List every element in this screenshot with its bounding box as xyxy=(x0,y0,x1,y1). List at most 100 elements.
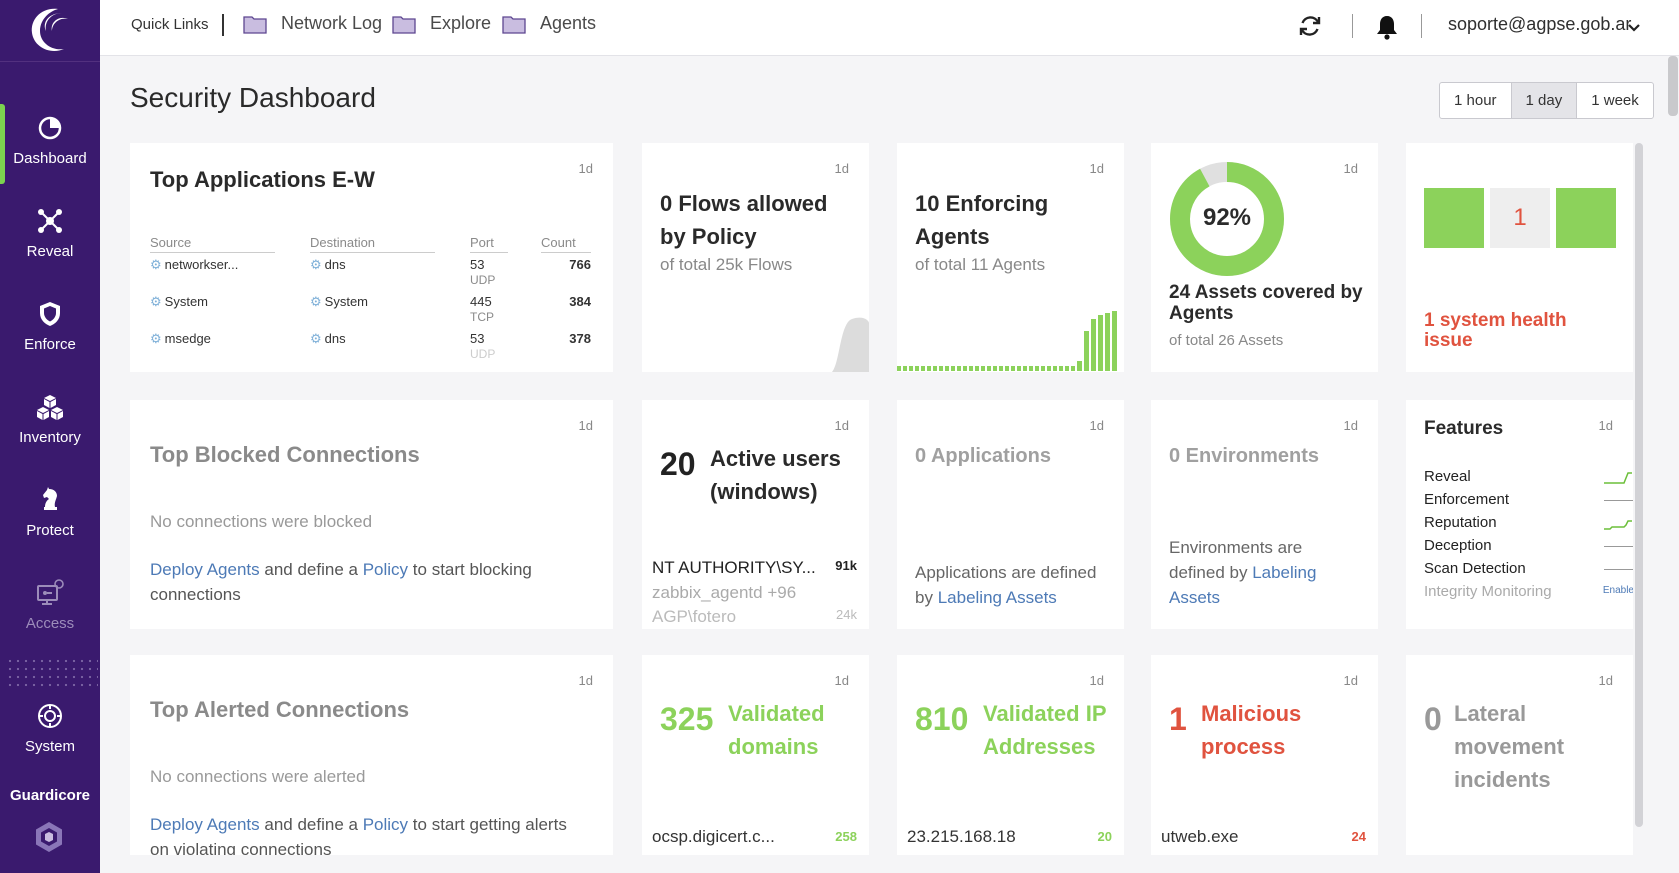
top-blocked-connections-card[interactable]: 1d Top Blocked Connections No connection… xyxy=(130,400,613,629)
deploy-agents-link[interactable]: Deploy Agents xyxy=(150,815,260,834)
source-cell: networkser... xyxy=(164,257,239,272)
top-alerted-connections-card[interactable]: 1d Top Alerted Connections No connection… xyxy=(130,655,613,855)
protocol-cell: UDP xyxy=(470,273,496,287)
card-title: Top Blocked Connections xyxy=(150,442,420,467)
validated-ips-card[interactable]: 1d 810 Validated IP Addresses 23.215.168… xyxy=(897,655,1124,855)
flows-allowed-card[interactable]: 1d 0 Flows allowed by Policy of total 25… xyxy=(642,143,869,372)
time-tag: 1d xyxy=(1598,418,1613,433)
table-row[interactable]: ⚙ System ⚙ System 445 TCP 384 xyxy=(150,290,591,327)
sidebar-item-label: System xyxy=(24,737,75,755)
sparkline-dot xyxy=(951,366,955,371)
destination-cell: System xyxy=(324,293,368,309)
labeling-assets-link[interactable]: Labeling Assets xyxy=(1169,563,1317,607)
sidebar-item-dashboard[interactable]: Dashboard xyxy=(0,100,100,184)
list-item[interactable]: NT AUTHORITY\SY... 91k xyxy=(652,558,857,578)
features-card[interactable]: 1d Features Reveal Enforcement Reputatio… xyxy=(1406,400,1633,629)
list-item[interactable]: ocsp.digicert.c... 258 xyxy=(652,827,857,847)
feature-reveal[interactable]: Reveal xyxy=(1424,468,1633,485)
dashboard-scrollbar[interactable] xyxy=(1635,143,1643,827)
trend-flat-icon xyxy=(1604,569,1633,570)
enable-link[interactable]: Enable xyxy=(1602,585,1633,596)
list-item[interactable]: 23.215.168.18 20 xyxy=(907,827,1112,847)
folder-icon xyxy=(392,15,416,34)
system-health-card[interactable]: 1 1 system health issue xyxy=(1406,143,1633,372)
range-1-week[interactable]: 1 week xyxy=(1591,92,1639,109)
app-logo[interactable] xyxy=(0,0,100,62)
sidebar-item-label: Access xyxy=(25,614,75,632)
table-row[interactable]: ⚙ msedge ⚙ dns 53 UDP 378 xyxy=(150,327,591,364)
page-scrollbar[interactable] xyxy=(1668,56,1678,116)
gear-icon: ⚙ xyxy=(310,330,322,346)
sparkline-dot xyxy=(939,366,943,371)
sidebar-item-system[interactable]: System xyxy=(0,688,100,768)
card-title: 0 Flows allowed by Policy xyxy=(660,191,828,249)
sidebar-item-enforce[interactable]: Enforce xyxy=(0,286,100,366)
quick-link-agents[interactable]: Agents xyxy=(502,13,596,34)
feature-deception[interactable]: Deception xyxy=(1424,537,1633,554)
range-1-hour[interactable]: 1 hour xyxy=(1440,83,1512,118)
column-header-port: Port xyxy=(470,235,508,253)
card-title: Validated domains xyxy=(728,701,825,759)
sparkline-dot xyxy=(915,366,919,371)
list-item[interactable]: utweb.exe 24 xyxy=(1161,827,1366,847)
count-cell: 766 xyxy=(569,257,591,272)
hint-text: to start blocking connections xyxy=(150,560,532,604)
feature-integrity-monitoring[interactable]: Integrity Monitoring Enable xyxy=(1424,583,1633,600)
column-header-source: Source xyxy=(150,235,275,253)
validated-domains-card[interactable]: 1d 325 Validated domains ocsp.digicert.c… xyxy=(642,655,869,855)
deploy-hint: Deploy Agents and define a Policy to sta… xyxy=(150,557,570,607)
pie-chart-icon xyxy=(38,116,62,139)
sidebar-item-protect[interactable]: Protect xyxy=(0,472,100,552)
card-title: Top Applications E-W xyxy=(150,167,375,192)
sidebar-item-inventory[interactable]: Inventory xyxy=(0,379,100,459)
sidebar-item-access[interactable]: Access xyxy=(0,565,100,645)
sidebar-item-label: Enforce xyxy=(24,335,76,353)
time-tag: 1d xyxy=(1343,418,1358,433)
sparkline-dot xyxy=(1041,366,1045,371)
list-item[interactable]: AGP\fotero 24k xyxy=(652,607,857,627)
sparkline-bar xyxy=(1105,313,1110,371)
sparkline-dot xyxy=(1071,366,1075,371)
feature-enforcement[interactable]: Enforcement xyxy=(1424,491,1633,508)
feature-reputation[interactable]: Reputation xyxy=(1424,514,1633,531)
range-1-day[interactable]: 1 day xyxy=(1511,83,1578,118)
active-users-card[interactable]: 1d 20 Active users (windows) NT AUTHORIT… xyxy=(642,400,869,629)
sparkline-bar xyxy=(1084,331,1089,371)
top-applications-card[interactable]: 1d Top Applications E-W Source Destinati… xyxy=(130,143,613,372)
quick-link-network-log[interactable]: Network Log xyxy=(243,13,382,34)
time-tag: 1d xyxy=(578,418,593,433)
sparkline-dot xyxy=(897,366,901,371)
card-title: 10 Enforcing Agents xyxy=(915,191,1049,249)
health-issue-text[interactable]: 1 system health issue xyxy=(1424,310,1567,351)
port-cell: 445 xyxy=(470,293,492,309)
labeling-assets-link[interactable]: Labeling Assets xyxy=(937,588,1057,607)
sidebar-item-reveal[interactable]: Reveal xyxy=(0,193,100,273)
hint-text: Environments are defined by xyxy=(1169,538,1303,582)
assets-coverage-card[interactable]: 1d 92% 24 Assets covered by Agents of to… xyxy=(1151,143,1378,372)
enforcing-agents-card[interactable]: 1d 10 Enforcing Agents of total 11 Agent… xyxy=(897,143,1124,372)
card-subtitle: of total 26 Assets xyxy=(1169,332,1284,349)
lateral-movement-card[interactable]: 1d 0 Lateral movement incidents xyxy=(1406,655,1633,855)
refresh-icon[interactable] xyxy=(1298,14,1322,43)
chevron-down-icon[interactable] xyxy=(1627,20,1641,38)
table-row[interactable]: ⚙ networkser... ⚙ dns 53 UDP 766 xyxy=(150,253,591,290)
bell-icon[interactable] xyxy=(1374,14,1400,45)
sidebar-item-label: Protect xyxy=(26,521,74,539)
policy-link[interactable]: Policy xyxy=(362,815,409,834)
destination-cell: dns xyxy=(324,330,346,346)
applications-card[interactable]: 1d 0 Applications Applications are defin… xyxy=(897,400,1124,629)
policy-link[interactable]: Policy xyxy=(362,560,409,579)
trend-up-icon xyxy=(1604,472,1632,484)
deploy-agents-link[interactable]: Deploy Agents xyxy=(150,560,260,579)
malicious-process-card[interactable]: 1d 1 Malicious process utweb.exe 24 xyxy=(1151,655,1378,855)
list-item[interactable]: zabbix_agentd +96 xyxy=(652,583,857,603)
quick-link-explore[interactable]: Explore xyxy=(392,13,491,34)
environments-card[interactable]: 1d 0 Environments Environments are defin… xyxy=(1151,400,1378,629)
feature-scan-detection[interactable]: Scan Detection xyxy=(1424,560,1633,577)
time-tag: 1d xyxy=(578,673,593,688)
lateral-count: 0 xyxy=(1424,701,1442,737)
gear-icon: ⚙ xyxy=(150,257,162,272)
user-menu[interactable]: soporte@agpse.gob.ar xyxy=(1448,14,1632,34)
feature-name: Integrity Monitoring xyxy=(1424,583,1552,600)
chess-knight-icon xyxy=(43,486,57,510)
